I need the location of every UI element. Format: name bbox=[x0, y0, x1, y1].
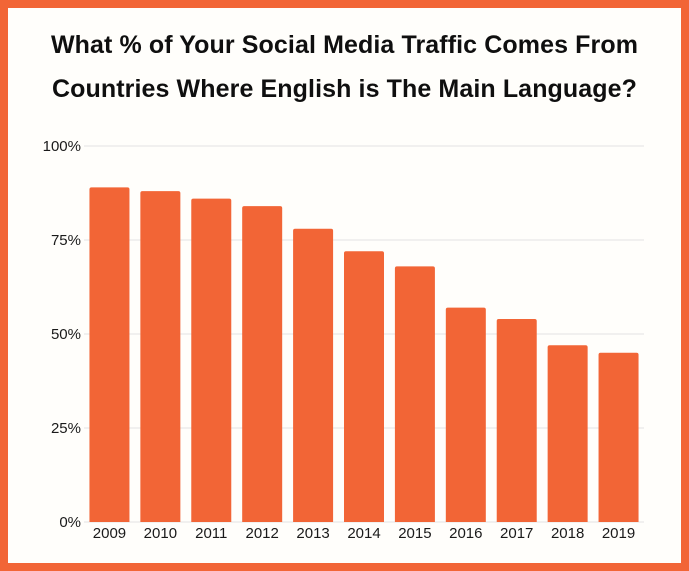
bar-2009 bbox=[89, 187, 130, 523]
x-tick-label: 2011 bbox=[195, 525, 227, 542]
y-tick-label: 100% bbox=[43, 138, 81, 155]
x-tick-label: 2014 bbox=[347, 525, 380, 542]
y-tick-label: 75% bbox=[51, 232, 81, 249]
bar-2019 bbox=[598, 352, 639, 522]
bar-2011 bbox=[191, 198, 232, 522]
y-tick-label: 25% bbox=[51, 420, 81, 437]
bar-2014 bbox=[344, 251, 384, 522]
chart-title-line-2: Countries Where English is The Main Lang… bbox=[51, 75, 638, 103]
x-tick-label: 2017 bbox=[500, 525, 533, 542]
y-tick-label: 0% bbox=[59, 514, 81, 531]
bar-2015 bbox=[394, 266, 435, 522]
x-tick-label: 2018 bbox=[551, 525, 584, 542]
x-tick-label: 2019 bbox=[602, 525, 635, 542]
bar-2018 bbox=[547, 345, 588, 522]
x-tick-label: 2016 bbox=[449, 525, 482, 542]
x-tick-label: 2015 bbox=[398, 525, 431, 542]
x-tick-label: 2010 bbox=[144, 525, 177, 542]
x-tick-label: 2012 bbox=[245, 525, 278, 542]
bar-2013 bbox=[293, 228, 334, 522]
bar-2017 bbox=[496, 318, 537, 522]
y-tick-label: 50% bbox=[51, 326, 81, 343]
x-tick-label: 2009 bbox=[93, 525, 126, 542]
bar-2010 bbox=[140, 191, 181, 522]
x-tick-label: 2013 bbox=[296, 525, 329, 542]
bar-2012 bbox=[242, 206, 283, 522]
chart-title-line-1: What % of Your Social Media Traffic Come… bbox=[50, 31, 639, 59]
bar-2016 bbox=[445, 307, 486, 522]
chart-card: What % of Your Social Media Traffic Come… bbox=[8, 8, 681, 563]
bar-chart-plot: 0% 25% 50% 75% 100% 2009 2010 2011 2012 2013 2014 2… bbox=[43, 138, 644, 542]
